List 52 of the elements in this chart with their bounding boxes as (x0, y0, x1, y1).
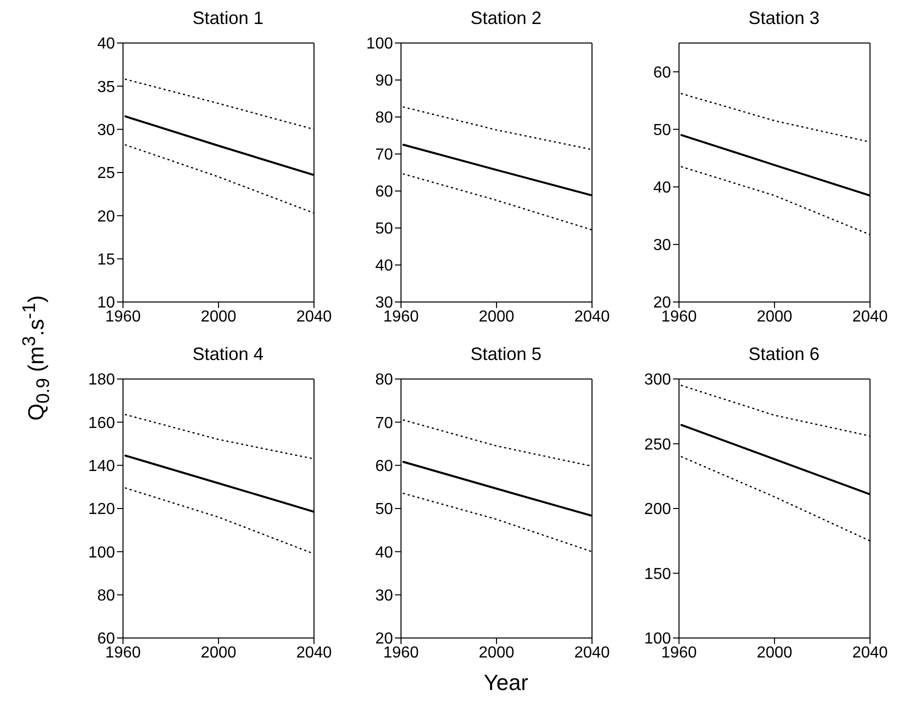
x-tick-label: 2040 (574, 644, 610, 662)
x-tick-label: 2000 (478, 644, 514, 662)
y-tick-label: 50 (375, 220, 394, 238)
y-tick-label: 120 (88, 501, 116, 518)
y-tick-label: 100 (366, 36, 394, 53)
chart-title: Station 3 (747, 8, 821, 30)
x-tick-label: 2040 (296, 644, 332, 662)
y-tick-label: 300 (644, 372, 672, 389)
y-tick-label: 40 (375, 258, 394, 275)
y-tick-label: 30 (653, 237, 672, 254)
chart-title: Station 5 (469, 344, 543, 366)
y-tick-label: 80 (375, 372, 394, 389)
y-tick-label: 90 (375, 72, 394, 90)
chart-title: Station 4 (191, 344, 265, 366)
y-tick-label: 70 (375, 146, 394, 164)
y-tick-label: 40 (375, 544, 394, 562)
y-tick-label: 35 (97, 78, 116, 96)
x-axis-title: Year (482, 670, 530, 696)
y-tick-label: 30 (97, 122, 116, 140)
x-tick-label: 2000 (478, 308, 514, 326)
y-tick-label: 140 (88, 458, 116, 476)
y-tick-label: 80 (375, 110, 394, 127)
y-tick-label: 50 (375, 501, 394, 518)
chart-title: Station 1 (191, 8, 265, 30)
chart-title: Station 6 (747, 344, 821, 366)
x-tick-label: 2000 (200, 644, 236, 662)
y-tick-label: 70 (375, 414, 394, 432)
y-tick-label: 25 (97, 165, 116, 182)
y-tick-label: 15 (97, 252, 116, 269)
x-tick-label: 2000 (200, 308, 236, 326)
x-tick-label: 2040 (296, 308, 332, 326)
y-tick-label: 200 (644, 501, 672, 518)
y-tick-label: 60 (375, 184, 394, 201)
x-tick-label: 2000 (756, 644, 792, 662)
y-tick-label: 20 (97, 208, 116, 226)
y-tick-label: 60 (653, 64, 672, 82)
x-tick-label: 2040 (574, 308, 610, 326)
chart-title: Station 2 (469, 8, 543, 30)
x-tick-label: 2040 (852, 308, 888, 326)
y-tick-label: 100 (88, 544, 116, 562)
y-tick-label: 30 (375, 588, 394, 605)
y-tick-label: 50 (653, 122, 672, 140)
y-tick-label: 160 (88, 414, 116, 432)
y-tick-label: 80 (97, 588, 116, 605)
y-tick-label: 60 (375, 458, 394, 476)
x-tick-label: 2000 (756, 308, 792, 326)
y-tick-label: 250 (644, 436, 672, 454)
y-tick-label: 150 (644, 566, 672, 583)
y-tick-label: 40 (97, 36, 116, 53)
x-tick-label: 2040 (852, 644, 888, 662)
y-tick-label: 40 (653, 180, 672, 197)
y-tick-label: 180 (88, 372, 116, 389)
